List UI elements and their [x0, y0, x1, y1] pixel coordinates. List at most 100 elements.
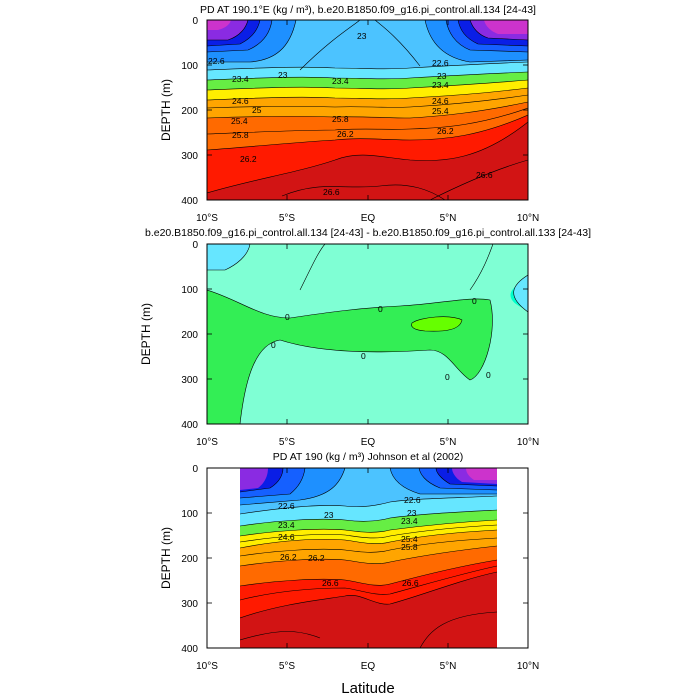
x-tick-label: 10°N: [517, 661, 539, 672]
contour-label: 25.4: [432, 106, 449, 116]
x-tick-label: 5°N: [440, 213, 457, 224]
band-magenta-left: [207, 20, 231, 30]
x-tick-label: 10°S: [196, 661, 218, 672]
contour-label: 22.6: [404, 495, 421, 505]
panel-2-filled-contours: [207, 244, 528, 424]
panel-3-filled-contours: [240, 468, 497, 648]
contour-label: 0: [486, 370, 491, 380]
contour-label: 26.2: [280, 552, 297, 562]
y-tick-label: 100: [181, 509, 198, 520]
contour-label: 23.4: [232, 74, 249, 84]
contour-label: 25.4: [401, 534, 418, 544]
y-tick-label: 200: [181, 554, 198, 565]
panel-1-x-ticklabels: 10°S 5°S EQ 5°N 10°N: [196, 213, 539, 224]
panel-1-contour-labels: 22.6 23 23 22.6 23 23.4 23.4 23.4 24.6 2…: [208, 31, 493, 197]
contour-label: 25.4: [231, 116, 248, 126]
panel-2-y-ticklabels: 0 100 200 300 400: [181, 240, 198, 431]
panel-2-contour-lines: [207, 244, 528, 424]
contour-label: 26.2: [437, 126, 454, 136]
y-tick-label: 0: [192, 16, 198, 27]
y-tick-label: 300: [181, 375, 198, 386]
panel-1-filled-contours: 22.6 23 23 22.6 23 23.4 23.4 23.4 24.6 2…: [207, 20, 528, 200]
panel-1-title: PD AT 190.1°E (kg / m³), b.e20.B1850.f09…: [200, 4, 536, 16]
y-tick-label: 400: [181, 644, 198, 655]
x-tick-label: 10°N: [517, 213, 539, 224]
panel-2-axis-ticks: [207, 244, 528, 424]
panel-3-x-ticklabels: 10°S 5°S EQ 5°N 10°N: [196, 661, 539, 672]
x-tick-label: 10°S: [196, 437, 218, 448]
y-tick-label: 100: [181, 285, 198, 296]
contour-label: 24.6: [432, 96, 449, 106]
contour-label: 0: [445, 372, 450, 382]
panel-1-contour-lines: [207, 20, 528, 200]
band-light-cyan-top: [207, 244, 250, 270]
y-tick-label: 0: [192, 464, 198, 475]
y-tick-label: 400: [181, 420, 198, 431]
contour-label: 26.2: [337, 129, 354, 139]
contour-label: 26.6: [323, 187, 340, 197]
y-tick-label: 0: [192, 240, 198, 251]
contour-label: 24.6: [278, 532, 295, 542]
contour-label: 25: [252, 105, 262, 115]
panel-3-title: PD AT 190 (kg / m³) Johnson et al (2002): [273, 451, 463, 463]
contour-label: 23.4: [432, 80, 449, 90]
contour-label: 25.8: [232, 130, 249, 140]
panel-1-y-ticklabels: 0 100 200 300 400: [181, 16, 198, 207]
x-tick-label: EQ: [361, 213, 376, 224]
panel-3-contour-labels: 22.6 22.6 23 23 23.4 23.4 24.6 25.4 25.8…: [278, 495, 421, 588]
panel-2-x-ticklabels: 10°S 5°S EQ 5°N 10°N: [196, 437, 539, 448]
contour-label: 26.6: [402, 578, 419, 588]
panel-1-axis-ticks: [207, 19, 528, 201]
y-tick-label: 400: [181, 196, 198, 207]
panel-1: PD AT 190.1°E (kg / m³), b.e20.B1850.f09…: [159, 4, 539, 224]
x-tick-label: EQ: [361, 661, 376, 672]
panel-2-ylabel: DEPTH (m): [139, 303, 153, 365]
band-magenta-right: [484, 20, 528, 34]
contour-label: 23.4: [401, 516, 418, 526]
contour-label: 0: [361, 351, 366, 361]
panel-2: b.e20.B1850.f09_g16.pi_control.all.134 […: [139, 227, 591, 448]
contour-label: 23: [357, 31, 367, 41]
contour-label: 22.6: [278, 501, 295, 511]
panel-2-title: b.e20.B1850.f09_g16.pi_control.all.134 […: [145, 227, 591, 239]
y-tick-label: 100: [181, 61, 198, 72]
contour-label: 26.2: [240, 154, 257, 164]
contour-label: 24.6: [232, 96, 249, 106]
contour-label: 0: [472, 296, 477, 306]
contour-label: 23: [407, 508, 417, 518]
x-tick-label: 5°N: [440, 437, 457, 448]
band-green-bright: [411, 316, 462, 332]
y-tick-label: 300: [181, 151, 198, 162]
contour-label: 23: [324, 510, 334, 520]
panel-3-axis-ticks: [207, 468, 528, 648]
contour-label: 23: [278, 70, 288, 80]
contour-label: 0: [378, 304, 383, 314]
contour-label: 0: [285, 312, 290, 322]
contour-label: 0: [271, 340, 276, 350]
y-tick-label: 200: [181, 106, 198, 117]
x-tick-label: 5°N: [440, 661, 457, 672]
panel-3: PD AT 190 (kg / m³) Johnson et al (2002): [159, 451, 539, 672]
band-magenta-right: [466, 468, 497, 480]
panel-3-y-ticklabels: 0 100 200 300 400: [181, 464, 198, 655]
figure-xlabel: Latitude: [341, 680, 394, 697]
contour-label: 23.4: [278, 520, 295, 530]
contour-label: 26.6: [476, 170, 493, 180]
contour-label: 22.6: [208, 56, 225, 66]
panel-3-ylabel: DEPTH (m): [159, 527, 173, 589]
panel-3-contour-lines: [240, 468, 497, 648]
panel-1-ylabel: DEPTH (m): [159, 79, 173, 141]
contour-label: 26.6: [322, 578, 339, 588]
x-tick-label: 10°N: [517, 437, 539, 448]
y-tick-label: 200: [181, 330, 198, 341]
contour-label: 22.6: [432, 58, 449, 68]
contour-label: 25.8: [401, 542, 418, 552]
x-tick-label: 5°S: [279, 213, 296, 224]
y-tick-label: 300: [181, 599, 198, 610]
x-tick-label: 10°S: [196, 213, 218, 224]
band-purple-left: [240, 468, 268, 490]
x-tick-label: 5°S: [279, 437, 296, 448]
contour-label: 26.2: [308, 553, 325, 563]
x-tick-label: 5°S: [279, 661, 296, 672]
